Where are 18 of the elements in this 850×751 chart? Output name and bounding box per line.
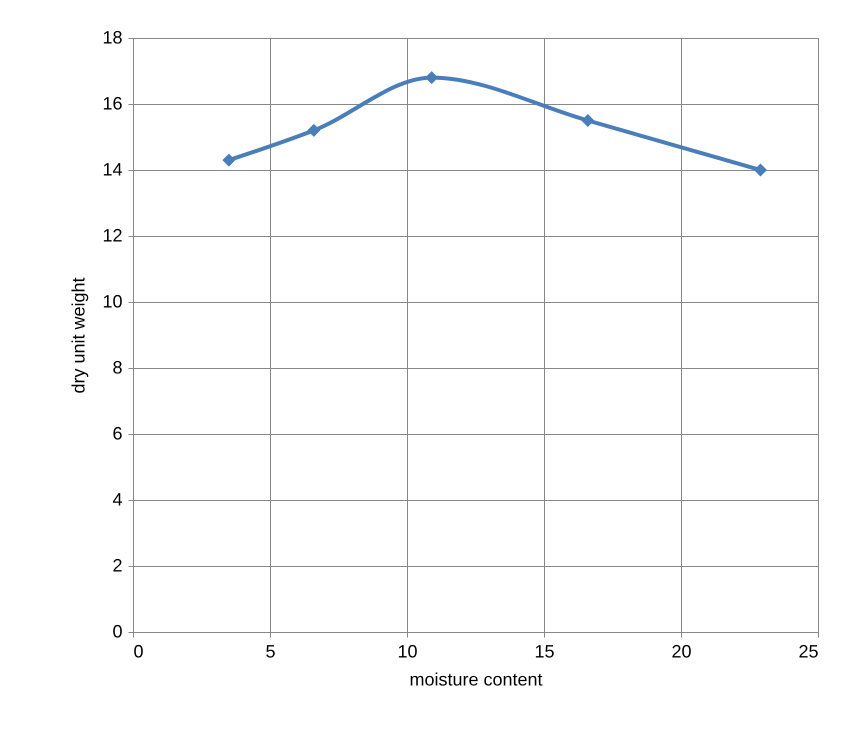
y-tick-label: 18 [102, 28, 122, 48]
y-tick-label: 12 [102, 226, 122, 246]
x-tick-label: 15 [534, 642, 555, 662]
x-tick-label: 20 [671, 642, 692, 662]
y-tick-label: 2 [112, 556, 122, 576]
x-tick-label: 0 [134, 642, 144, 662]
x-axis-title: moisture content [409, 670, 543, 690]
y-axis-title: dry unit weight [68, 277, 88, 394]
y-tick-label: 6 [112, 424, 122, 444]
y-tick-label: 14 [102, 160, 122, 180]
x-tick-label: 5 [265, 642, 276, 662]
y-tick-label: 0 [112, 622, 122, 642]
y-tick-label: 8 [112, 358, 122, 378]
x-tick-label: 25 [798, 642, 818, 662]
y-tick-label: 4 [112, 490, 122, 510]
y-tick-label: 16 [102, 94, 122, 114]
x-tick-label: 10 [397, 642, 418, 662]
y-tick-label: 10 [102, 292, 122, 312]
